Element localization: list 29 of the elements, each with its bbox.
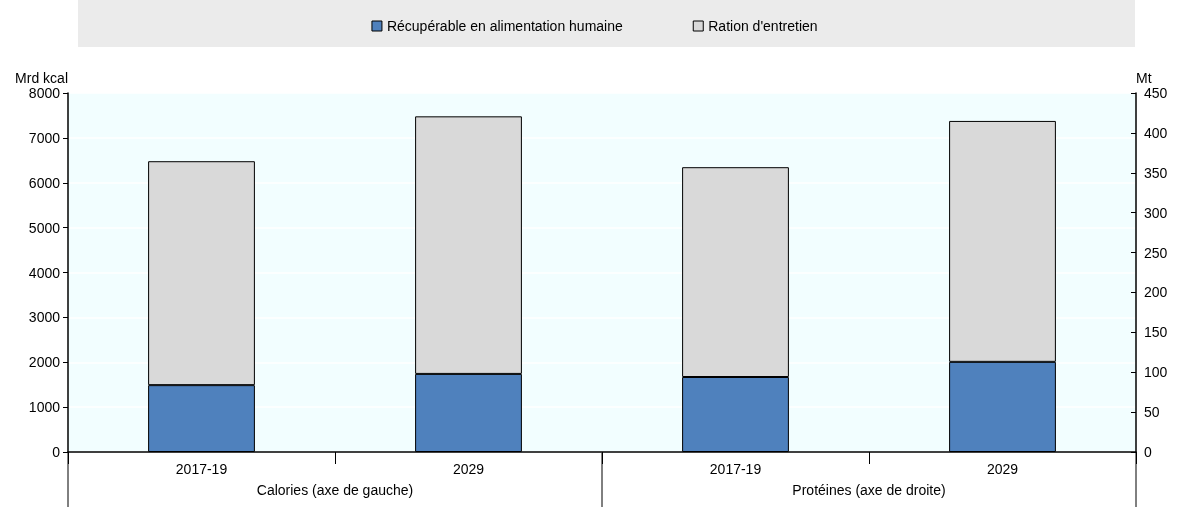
y-tick-label: 4000: [28, 264, 61, 281]
legend-label: Récupérable en alimentation humaine: [386, 18, 623, 34]
x-tick-label: 2029: [986, 461, 1019, 477]
y-tick-label: 0: [52, 444, 61, 460]
y-tick-label: 2000: [28, 354, 61, 371]
y2-tick-label: 250: [1144, 244, 1168, 261]
y-tick-label: 6000: [28, 174, 61, 191]
y2-tick-label: 50: [1144, 404, 1160, 421]
y-tick-label: 1000: [28, 399, 61, 416]
legend-label: Ration d'entretien: [708, 18, 818, 34]
y-tick-label: 3000: [28, 309, 61, 326]
y2-tick-label: 0: [1144, 444, 1152, 460]
y2-axis-title: Mt: [1136, 70, 1152, 86]
x-tick-label: 2017-19: [709, 461, 762, 477]
y2-tick-label: 300: [1144, 204, 1168, 221]
y2-tick-label: 400: [1144, 124, 1168, 141]
text: Protéines (axe de droite): [792, 482, 946, 498]
x-tick-label: 2017-19: [175, 461, 228, 477]
y-tick-label: 7000: [28, 129, 61, 146]
text: Calories (axe de gauche): [256, 482, 414, 498]
x-tick-label: 2029: [452, 461, 485, 477]
y2-tick-label: 200: [1144, 284, 1168, 301]
y2-tick-label: 350: [1144, 164, 1168, 181]
y-tick-label: 8000: [28, 85, 61, 101]
y-tick-label: 5000: [28, 219, 61, 236]
y2-tick-label: 450: [1144, 85, 1168, 101]
y-axis-title: Mrd kcal: [15, 70, 68, 86]
y2-tick-label: 150: [1144, 324, 1168, 341]
y2-tick-label: 100: [1144, 364, 1168, 381]
